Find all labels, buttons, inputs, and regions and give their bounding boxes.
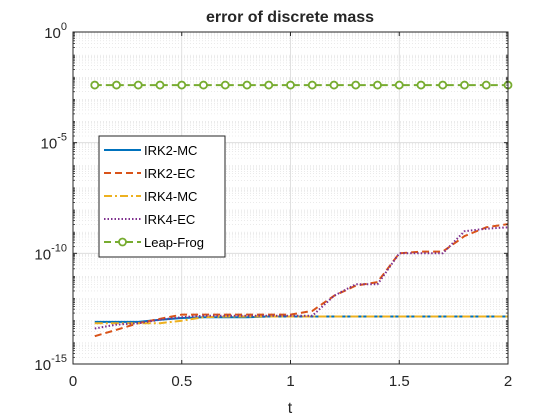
series-irk2-ec [94,223,509,338]
legend-item: IRK2-MC [104,143,197,158]
series-irk4-mc [94,315,508,325]
data-point [90,80,100,90]
data-point [329,80,339,90]
ticks: 0 0.5 1 1.5 2 100 10-5 10-10 10-15 [34,21,512,390]
data-point [112,80,121,90]
y-tick-label: 100 [44,21,67,42]
data-point [481,80,491,90]
data-point [351,80,361,90]
y-tick-label: 10-15 [34,353,67,374]
y-tick-label: 10-10 [34,242,67,263]
x-tick-label: 1 [286,373,294,390]
data-point [242,80,252,90]
data-point [286,80,295,90]
data-point [155,80,165,90]
x-tick-label: 2 [504,373,512,390]
data-point [133,80,143,90]
data-point [264,80,274,90]
series-irk4-ec [94,226,509,330]
x-axis-label: t [288,400,293,417]
legend-marker [118,237,127,247]
data-point [307,80,317,90]
data-point [460,80,469,90]
legend-item: IRK4-EC [104,212,195,227]
data-point [394,80,404,90]
x-tick-label: 0.5 [171,373,192,390]
legend-label: IRK4-MC [144,189,197,204]
data-point [220,80,230,90]
series-group [90,80,513,338]
legend-label: IRK4-EC [144,212,195,227]
data-point [177,80,187,90]
series-line [94,226,509,330]
legend-label: Leap-Frog [144,235,204,250]
y-tick-label: 10-5 [41,132,67,153]
legend-label: IRK2-EC [144,166,195,181]
x-tick-label: 0 [69,373,77,390]
legend-item: IRK4-MC [104,189,197,204]
chart-title: error of discrete mass [206,9,374,26]
legend-label: IRK2-MC [144,143,197,158]
data-point [373,80,382,90]
series-leap-frog [90,80,513,90]
legend-item: Leap-Frog [104,235,204,250]
series-line [94,223,509,338]
x-tick-label: 1.5 [389,373,410,390]
data-point [438,80,448,90]
data-point [199,80,208,90]
legend: IRK2-MC IRK2-EC IRK4-MC IRK4-EC Leap-Frog [98,135,226,258]
series-line [94,315,508,325]
data-point [416,80,426,90]
legend-item: IRK2-EC [104,166,195,181]
